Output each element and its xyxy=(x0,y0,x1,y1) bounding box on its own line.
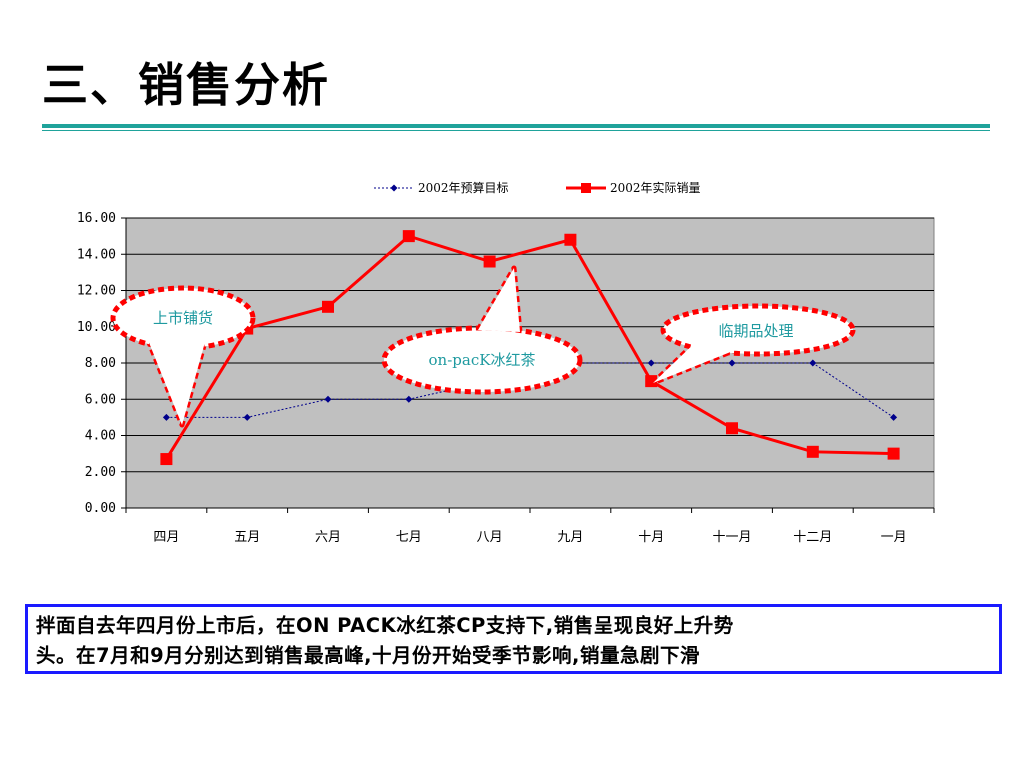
budget-point xyxy=(324,395,332,403)
y-tick-label: 14.00 xyxy=(77,247,116,262)
legend-swatch-marker xyxy=(581,183,591,193)
legend: 2002年预算目标 2002年实际销量 xyxy=(374,180,701,195)
x-axis-categories: 四月 五月 六月 七月 八月 九月 十月 十一月 十二月 一月 xyxy=(125,508,935,545)
actual-point xyxy=(887,447,900,460)
budget-point xyxy=(647,359,655,367)
x-category-label: 十二月 xyxy=(793,530,832,545)
callout-2: on-pacK冰红茶 xyxy=(381,265,583,395)
y-tick-label: 6.00 xyxy=(85,392,116,407)
legend-label: 2002年实际销量 xyxy=(610,180,701,195)
y-tick-label: 12.00 xyxy=(77,284,116,299)
line-chart: 2002年预算目标 2002年实际销量 0.00 2.00 4.00 6.00 8.00 1… xyxy=(77,180,935,545)
series-line-actual xyxy=(165,234,894,460)
actual-point xyxy=(322,300,334,313)
caption-line-2: 头。在7月和9月分别达到销售最高峰,十月份开始受季节影响,销量急剧下滑 xyxy=(36,644,700,667)
actual-point xyxy=(564,233,577,246)
x-category-label: 十月 xyxy=(638,530,664,545)
y-tick-label: 2.00 xyxy=(85,465,116,480)
budget-point xyxy=(243,413,251,421)
legend-swatch-marker xyxy=(390,184,398,192)
actual-point xyxy=(806,445,819,458)
budget-point xyxy=(162,413,170,421)
callout-label: 上市铺货 xyxy=(153,309,213,327)
callouts-layer: 上市铺货 on-pacK冰红茶 临期品处理 xyxy=(110,265,856,428)
y-tick-label: 16.00 xyxy=(77,211,116,226)
callout-3: 临期品处理 xyxy=(650,303,856,386)
callout-1: 上市铺货 xyxy=(110,285,256,428)
caption-line-1: 拌面自去年四月份上市后，在ON PACK冰红茶CP支持下,销售呈现良好上升势 xyxy=(36,614,734,637)
legend-label: 2002年预算目标 xyxy=(418,180,509,195)
budget-point xyxy=(890,413,898,421)
y-tick-label: 10.00 xyxy=(77,320,116,335)
y-axis-ticks: 0.00 2.00 4.00 6.00 8.00 10.00 12.00 14.00 16.00 xyxy=(77,211,126,516)
budget-point xyxy=(809,359,817,367)
x-category-label: 一月 xyxy=(881,530,907,545)
x-category-label: 八月 xyxy=(477,530,503,545)
budget-point xyxy=(405,395,413,403)
x-category-label: 十一月 xyxy=(712,530,751,545)
budget-point xyxy=(728,359,736,367)
slide-title: 三、销售分析 xyxy=(42,58,330,112)
x-category-label: 四月 xyxy=(153,530,179,545)
y-tick-label: 4.00 xyxy=(85,429,116,444)
x-category-label: 九月 xyxy=(557,530,583,545)
caption-box: 拌面自去年四月份上市后，在ON PACK冰红茶CP支持下,销售呈现良好上升势 头… xyxy=(25,604,1002,674)
y-tick-label: 0.00 xyxy=(85,501,116,516)
callout-label: 临期品处理 xyxy=(718,322,793,340)
actual-point xyxy=(726,422,738,435)
x-category-label: 七月 xyxy=(396,530,422,545)
x-category-label: 五月 xyxy=(234,530,260,545)
callout-label: on-pacK冰红茶 xyxy=(429,351,536,369)
actual-point xyxy=(483,255,496,268)
title-rule-thin xyxy=(42,130,990,131)
actual-point xyxy=(402,230,415,243)
y-tick-label: 8.00 xyxy=(85,356,116,371)
callout-tail-fill xyxy=(148,340,205,425)
callout-tail-fill xyxy=(478,268,520,332)
actual-point xyxy=(160,453,173,466)
callout-tail-fill xyxy=(653,338,738,383)
title-rule-thick xyxy=(42,124,990,128)
x-category-label: 六月 xyxy=(315,530,341,545)
